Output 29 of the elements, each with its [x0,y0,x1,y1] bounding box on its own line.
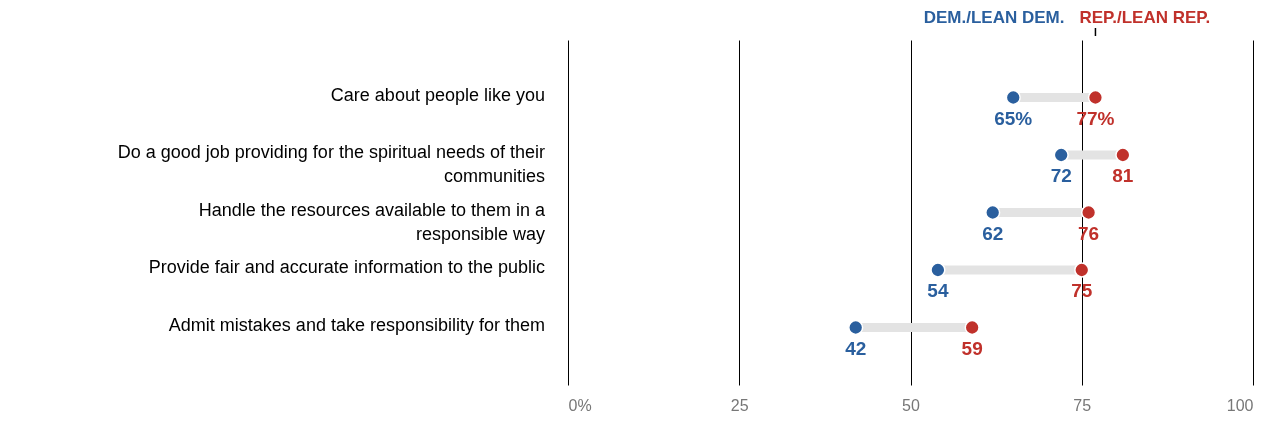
point [1005,89,1021,106]
y-tick-label: Provide fair and accurate information to the public [148,257,545,277]
point [1074,262,1090,278]
data-label: 65% [994,107,1033,129]
point [985,204,1001,221]
data-label: 72 [1050,165,1072,186]
point [964,319,980,336]
x-tick-label: 75 [1073,396,1092,414]
x-tick-label: 25 [730,396,749,414]
data-label: 59 [961,337,983,359]
point [1080,204,1097,221]
point [1115,147,1131,163]
point [1053,147,1069,163]
y-tick-label: Care about people like you [330,84,545,105]
x-tick-label: 50 [902,396,920,414]
x-tick-label: 100 [1226,396,1254,414]
point [930,262,946,278]
y-tick-label: Admit mistakes and take responsibility for them [168,314,545,335]
data-label: 62 [982,222,1004,244]
point [848,319,864,336]
text: REP./LEAN REP. [1079,8,1211,27]
data-label: 42 [845,337,867,359]
point [1087,89,1104,106]
y-tick-label: Handle the resources available to them in a responsible way [198,199,546,244]
data-label: 81 [1112,165,1134,186]
x-tick-label: 0% [568,396,592,414]
data-label: 54 [927,280,949,301]
text: DEM./LEAN DEM. [923,8,1065,27]
y-tick-label: Do a good job providing for the spiritual needs of their communities [117,142,545,186]
